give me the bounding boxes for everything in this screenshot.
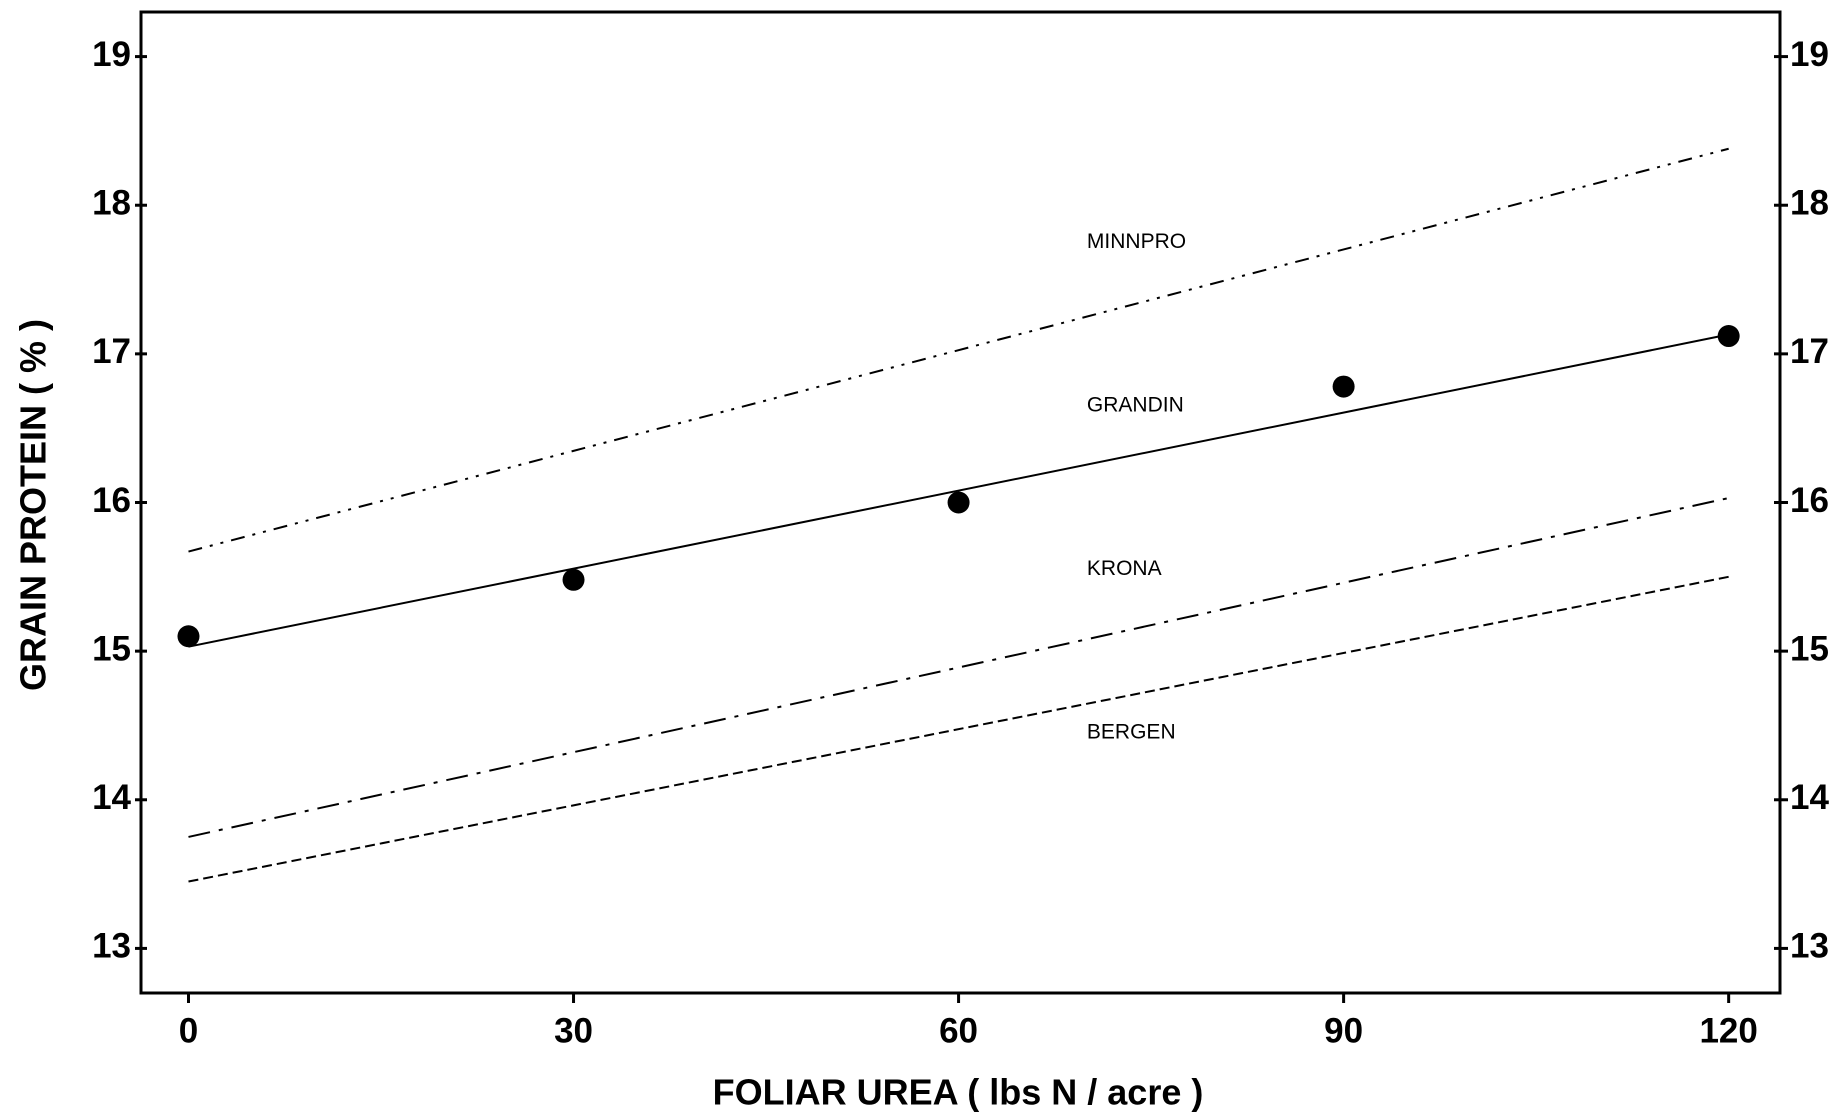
y2-tick-label: 17 (1790, 332, 1829, 371)
y-tick-label: 13 (92, 927, 131, 966)
y-tick-label: 15 (92, 629, 131, 668)
x-tick-label: 60 (939, 1011, 978, 1050)
y-tick-label: 16 (92, 481, 131, 520)
y-tick-label: 14 (92, 778, 131, 817)
data-point (1332, 375, 1355, 398)
series-label: GRANDIN (1087, 393, 1184, 416)
y-axis-title: GRAIN PROTEIN ( % ) (13, 319, 54, 691)
y-tick-label: 17 (92, 332, 131, 371)
x-tick-label: 90 (1324, 1011, 1363, 1050)
y2-tick-label: 13 (1790, 927, 1829, 966)
series-label: KRONA (1087, 557, 1162, 580)
y-tick-label: 18 (92, 183, 131, 222)
data-point (1717, 325, 1740, 348)
y2-tick-label: 18 (1790, 183, 1829, 222)
data-point (947, 491, 970, 514)
y2-tick-label: 15 (1790, 629, 1829, 668)
x-tick-label: 120 (1699, 1011, 1757, 1050)
series-line (188, 333, 1729, 648)
x-tick-label: 30 (554, 1011, 593, 1050)
series-label: BERGEN (1087, 720, 1176, 743)
y-tick-label: 19 (92, 35, 131, 74)
y2-tick-label: 19 (1790, 35, 1829, 74)
series-line (188, 497, 1729, 838)
y2-tick-label: 14 (1790, 778, 1829, 817)
x-axis-title: FOLIAR UREA ( lbs N / acre ) (713, 1072, 1204, 1113)
series-label: MINNPRO (1087, 230, 1186, 253)
series-line (188, 147, 1729, 553)
y2-tick-label: 16 (1790, 481, 1829, 520)
data-point (177, 625, 200, 648)
data-point (562, 568, 585, 591)
x-tick-label: 0 (179, 1011, 198, 1050)
series-line (188, 575, 1729, 883)
